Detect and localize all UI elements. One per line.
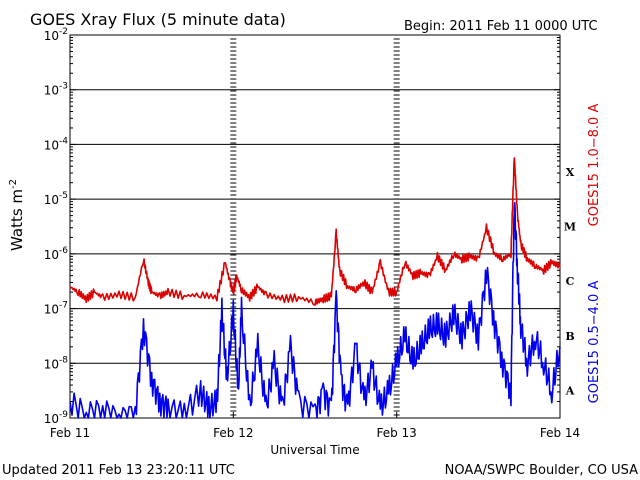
flare-class-label: C <box>566 275 575 288</box>
y-tick-label: 10-9 <box>44 410 69 426</box>
y-tick-label: 10-7 <box>44 301 68 317</box>
y-axis-label: Watts m-2 <box>8 179 26 251</box>
x-tick-label: Feb 11 <box>50 426 90 440</box>
y-tick-label: 10-8 <box>44 355 69 371</box>
flare-class-label: B <box>565 330 574 343</box>
y-tick-label: 10-5 <box>44 191 68 207</box>
plot-area <box>69 34 561 419</box>
x-axis-label: Universal Time <box>270 443 359 457</box>
x-tick-label: Feb 13 <box>376 426 416 440</box>
updated-timestamp: Updated 2011 Feb 13 23:20:11 UTC <box>2 463 235 478</box>
y-tick-label: 10-6 <box>44 246 69 262</box>
legend-red-series: GOES15 1.0−8.0 A <box>587 104 602 227</box>
y-axis-ticks: 10-2 10-3 10-4 10-5 10-6 10-7 10-8 10-9 <box>44 27 560 426</box>
y-tick-label: 10-3 <box>44 82 68 98</box>
legend-blue-series: GOES15 0.5−4.0 A <box>587 281 602 404</box>
flare-class-labels: X M C B A <box>564 166 576 398</box>
series-line-long-channel <box>69 157 561 307</box>
flare-class-label: M <box>564 221 576 234</box>
x-tick-label: Feb 12 <box>213 426 253 440</box>
y-tick-label: 10-4 <box>44 136 69 152</box>
x-axis-ticks: Feb 11 Feb 12 Feb 13 Feb 14 <box>50 412 580 440</box>
series-group <box>69 157 561 419</box>
begin-label: Begin: 2011 Feb 11 0000 UTC <box>404 19 598 34</box>
source-credit: NOAA/SWPC Boulder, CO USA <box>445 463 638 478</box>
flare-class-label: X <box>566 166 575 179</box>
series-line-short-channel <box>69 201 561 419</box>
flare-class-label: A <box>565 385 575 398</box>
chart-title: GOES Xray Flux (5 minute data) <box>30 10 286 29</box>
y-tick-label: 10-2 <box>44 27 68 43</box>
x-tick-label: Feb 14 <box>540 426 580 440</box>
